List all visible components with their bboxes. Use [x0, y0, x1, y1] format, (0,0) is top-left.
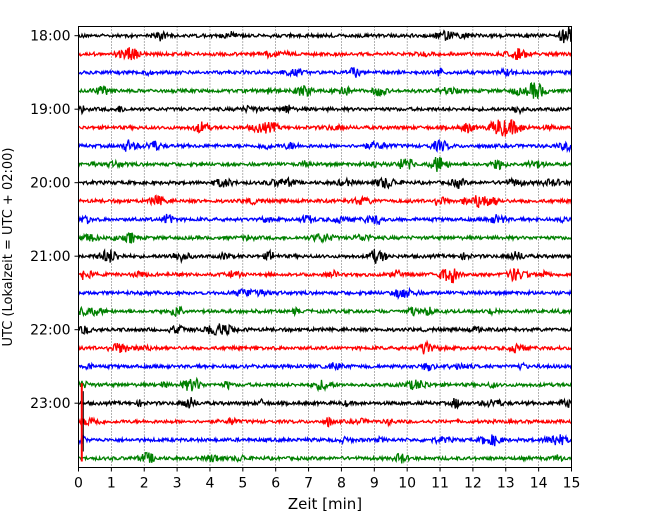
trace-2245 — [77, 376, 573, 393]
x-tick-label: 15 — [563, 476, 581, 492]
y-tick-label: 23:00 — [30, 396, 70, 412]
x-axis: 0 1 2 3 4 5 6 7 8 9 10 11 12 13 14 15 — [74, 467, 581, 492]
x-tick-label: 9 — [370, 476, 379, 492]
trace-1915 — [78, 119, 572, 137]
y-tick-label: 21:00 — [30, 249, 70, 265]
trace-1800 — [78, 26, 573, 44]
trace-2130 — [77, 286, 572, 301]
y-tick-label: 19:00 — [30, 102, 70, 118]
x-axis-title: Zeit [min] — [288, 495, 362, 513]
trace-2330 — [78, 433, 572, 447]
trace-1945 — [77, 156, 573, 172]
seismic-traces — [77, 26, 573, 464]
trace-2000 — [78, 176, 573, 190]
x-tick-label: 13 — [497, 476, 515, 492]
trace-2345 — [78, 451, 573, 464]
x-tick-label: 8 — [337, 476, 346, 492]
x-tick-label: 10 — [398, 476, 416, 492]
trace-2215 — [78, 339, 572, 355]
x-tick-label: 5 — [238, 476, 247, 492]
x-tick-label: 3 — [173, 476, 182, 492]
trace-2015 — [78, 194, 572, 209]
x-tick-label: 14 — [530, 476, 548, 492]
plot-frame — [78, 26, 572, 468]
y-tick-label: 20:00 — [30, 176, 70, 192]
trace-2115 — [78, 268, 573, 284]
trace-2200 — [77, 323, 573, 337]
trace-1845 — [78, 82, 572, 99]
x-tick-label: 2 — [140, 476, 149, 492]
trace-2100 — [77, 248, 573, 265]
y-axis: 18:00 19:00 20:00 21:00 22:00 23:00 — [30, 29, 79, 412]
x-tick-label: 7 — [304, 476, 313, 492]
trace-2315 — [77, 416, 572, 428]
y-tick-label: 22:00 — [30, 323, 70, 339]
trace-1815 — [78, 47, 573, 61]
trace-2300 — [78, 397, 573, 410]
trace-2230 — [77, 361, 573, 372]
trace-1930 — [78, 138, 573, 154]
y-tick-label: 18:00 — [30, 29, 70, 45]
x-tick-label: 0 — [74, 476, 83, 492]
x-tick-label: 12 — [464, 476, 482, 492]
trace-2030 — [77, 213, 573, 226]
x-tick-label: 1 — [107, 476, 116, 492]
trace-1830 — [78, 66, 573, 78]
trace-2145 — [78, 305, 573, 318]
trace-1900 — [77, 104, 573, 116]
x-tick-label: 6 — [271, 476, 280, 492]
trace-2045 — [78, 232, 572, 244]
x-tick-label: 11 — [431, 476, 449, 492]
y-axis-title: UTC (Lokalzeit = UTC + 02:00) — [1, 148, 16, 347]
x-tick-label: 4 — [206, 476, 215, 492]
